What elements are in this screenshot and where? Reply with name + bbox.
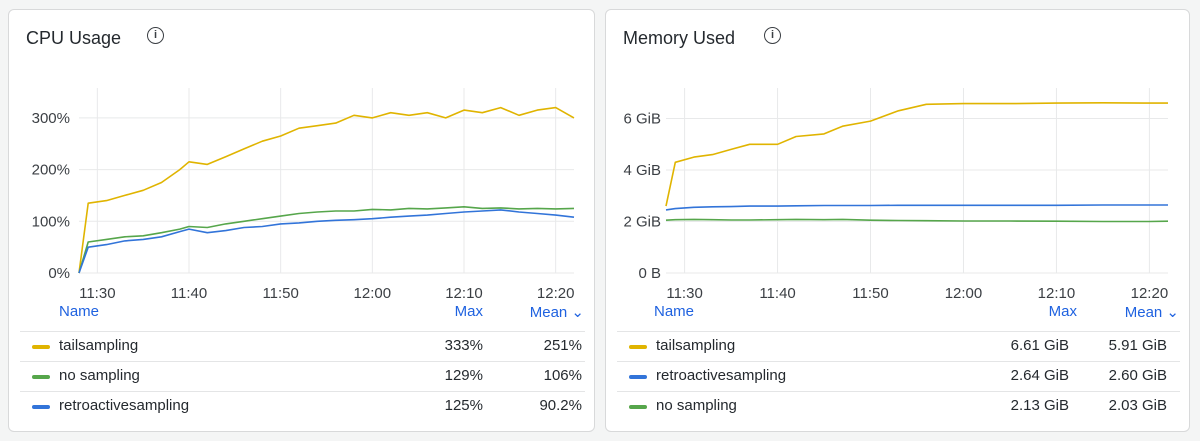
series-color-swatch [629, 405, 647, 409]
series-line-no-sampling [78, 206, 575, 274]
x-tick-label: 12:10 [1038, 285, 1076, 302]
x-tick-label: 11:40 [759, 285, 795, 302]
legend-header-name[interactable]: Name [59, 303, 100, 320]
legend-row[interactable]: no sampling 2.13 GiB 2.03 GiB [617, 391, 1180, 421]
cpu-usage-panel: CPU Usage i 0% 100% 200% 300% 11:30 11:40 11:5… [8, 9, 595, 432]
legend-row[interactable]: retroactivesampling 2.64 GiB 2.60 GiB [617, 361, 1180, 391]
legend-series-name: no sampling [656, 397, 737, 414]
legend-header-max[interactable]: Max [1048, 303, 1077, 320]
series-line-tailsampling [78, 106, 575, 274]
cpu-usage-chart: 0% 100% 200% 300% 11:30 11:40 11:50 12:00 12:10 1… [32, 88, 575, 302]
legend-max-value: 129% [444, 367, 483, 384]
x-tick-label: 11:50 [262, 285, 298, 302]
series-line-tailsampling [665, 102, 1168, 207]
legend-series-name: retroactivesampling [59, 397, 190, 414]
y-tick-label: 6 GiB [623, 111, 661, 128]
legend-row[interactable]: retroactivesampling 125% 90.2% [20, 391, 585, 421]
x-tick-label: 12:20 [537, 285, 575, 302]
x-tick-label: 12:00 [354, 285, 392, 302]
legend-series-name: retroactivesampling [656, 367, 787, 384]
memory-used-chart: 0 B 2 GiB 4 GiB 6 GiB 11:30 11:40 11:50 12:00 12… [623, 88, 1169, 302]
series-line-retroactivesampling [665, 204, 1168, 211]
x-tick-label: 11:50 [852, 285, 888, 302]
legend-max-value: 2.64 GiB [1010, 367, 1069, 384]
legend-row[interactable]: no sampling 129% 106% [20, 361, 585, 391]
legend-mean-value: 2.60 GiB [1108, 367, 1167, 384]
y-tick-label: 2 GiB [623, 214, 661, 231]
x-tick-label: 12:10 [445, 285, 483, 302]
legend-header-name[interactable]: Name [654, 303, 695, 320]
x-tick-label: 11:30 [79, 285, 115, 302]
y-tick-label: 4 GiB [623, 162, 661, 179]
x-tick-label: 11:40 [171, 285, 207, 302]
series-color-swatch [32, 405, 50, 409]
panel-title: Memory Used [623, 28, 736, 48]
series-color-swatch [629, 345, 647, 349]
legend-max-value: 6.61 GiB [1010, 337, 1069, 354]
series-line-retroactivesampling [78, 209, 575, 274]
x-tick-label: 12:00 [945, 285, 983, 302]
legend-series-name: no sampling [59, 367, 140, 384]
legend-mean-value: 106% [543, 367, 582, 384]
x-tick-label: 12:20 [1131, 285, 1169, 302]
legend-row[interactable]: tailsampling 333% 251% [20, 331, 585, 361]
info-icon[interactable]: i [764, 27, 781, 44]
legend-row[interactable]: tailsampling 6.61 GiB 5.91 GiB [617, 331, 1180, 361]
legend-header-max[interactable]: Max [454, 303, 483, 320]
grid [666, 88, 1168, 274]
memory-used-panel: Memory Used i 0 B 2 GiB 4 GiB 6 GiB 11:30 11:… [605, 9, 1190, 432]
series-line-no-sampling [665, 218, 1169, 223]
info-icon[interactable]: i [147, 27, 164, 44]
legend-header-mean[interactable]: Mean ⌄ [529, 304, 584, 321]
legend-max-value: 333% [444, 337, 483, 354]
y-tick-label: 0 B [638, 265, 661, 282]
y-tick-label: 200% [32, 162, 70, 179]
legend-header-mean[interactable]: Mean ⌄ [1124, 304, 1179, 321]
panel-title: CPU Usage [26, 28, 122, 48]
legend-mean-value: 5.91 GiB [1108, 337, 1167, 354]
legend-max-value: 125% [444, 397, 483, 414]
y-tick-label: 100% [32, 213, 70, 230]
legend-mean-value: 251% [543, 337, 582, 354]
series-color-swatch [629, 375, 647, 379]
legend-series-name: tailsampling [59, 337, 139, 354]
y-tick-label: 300% [32, 110, 70, 127]
x-tick-label: 11:30 [666, 285, 702, 302]
legend-mean-value: 90.2% [539, 397, 582, 414]
y-tick-label: 0% [48, 265, 70, 282]
series-color-swatch [32, 345, 50, 349]
legend-series-name: tailsampling [656, 337, 736, 354]
legend-mean-value: 2.03 GiB [1108, 397, 1167, 414]
grid [79, 88, 574, 274]
legend-max-value: 2.13 GiB [1010, 397, 1069, 414]
series-color-swatch [32, 375, 50, 379]
